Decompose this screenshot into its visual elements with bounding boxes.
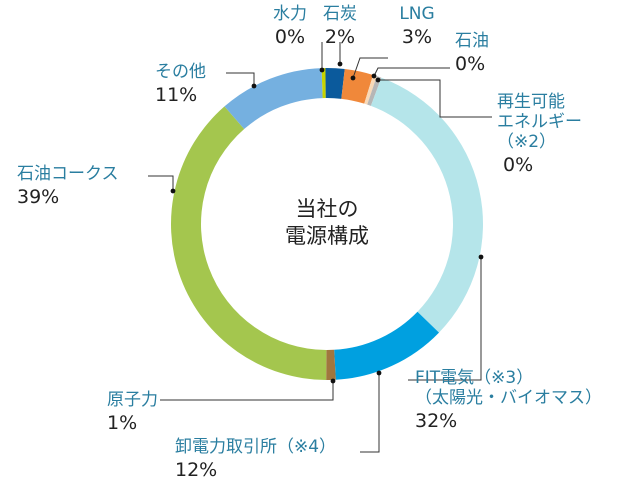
slice-value-5: 0% xyxy=(503,154,533,176)
slice-2 xyxy=(325,68,345,99)
leader-line-7 xyxy=(360,373,380,453)
leader-dot-8 xyxy=(330,378,336,384)
slice-label-9: 石油コークス xyxy=(17,164,119,184)
leader-dot-10 xyxy=(251,83,257,89)
slice-6 xyxy=(370,77,483,333)
leader-line-10 xyxy=(226,72,255,86)
leader-line-6 xyxy=(408,257,482,381)
leader-line-4 xyxy=(373,67,450,77)
slice-label-10: その他 xyxy=(155,62,206,82)
slice-value-8: 1% xyxy=(107,412,137,434)
slice-label-6: （太陽光・バイオマス） xyxy=(415,388,602,408)
leader-dot-5 xyxy=(375,77,381,83)
slice-5 xyxy=(367,76,382,106)
slice-label-3: LNG xyxy=(399,4,434,24)
chart-title: 電源構成 xyxy=(285,224,369,248)
leader-line-5 xyxy=(378,79,492,118)
slice-value-6: 32% xyxy=(415,410,457,432)
slice-label-5: （※2） xyxy=(497,132,556,152)
slice-value-4: 0% xyxy=(455,53,485,75)
slice-value-3: 3% xyxy=(402,26,432,48)
slice-value-10: 11% xyxy=(155,84,197,106)
chart-title: 当社の xyxy=(296,197,359,221)
slice-7 xyxy=(334,311,440,380)
slice-label-7: 卸電力取引所（※4） xyxy=(175,437,336,457)
leader-dot-7 xyxy=(376,370,382,376)
slice-label-2: 石炭 xyxy=(323,4,357,24)
leader-line-9 xyxy=(148,175,174,191)
leader-dot-1 xyxy=(319,67,325,73)
slice-value-1: 0% xyxy=(275,26,305,48)
slice-label-1: 水力 xyxy=(273,4,307,24)
slice-label-8: 原子力 xyxy=(107,390,158,410)
slice-label-4: 石油 xyxy=(455,31,489,51)
slice-4 xyxy=(364,74,377,105)
slice-value-2: 2% xyxy=(325,26,355,48)
slice-value-7: 12% xyxy=(175,459,217,481)
leader-dot-9 xyxy=(170,188,176,194)
leader-line-3 xyxy=(352,57,388,79)
leader-dot-3 xyxy=(350,75,356,81)
leader-dot-4 xyxy=(371,73,377,79)
leader-line-8 xyxy=(160,381,334,401)
slice-9 xyxy=(171,106,327,380)
slice-3 xyxy=(341,69,374,104)
leader-dot-6 xyxy=(478,254,484,260)
slice-1 xyxy=(321,68,326,99)
slice-label-5: 再生可能 xyxy=(497,92,565,112)
slice-value-9: 39% xyxy=(17,186,59,208)
leader-dot-2 xyxy=(337,61,343,67)
slice-label-6: FIT電気（※3） xyxy=(415,368,533,388)
slice-8 xyxy=(326,349,336,380)
slice-10 xyxy=(224,68,323,130)
slice-label-5: エネルギー xyxy=(497,112,582,132)
